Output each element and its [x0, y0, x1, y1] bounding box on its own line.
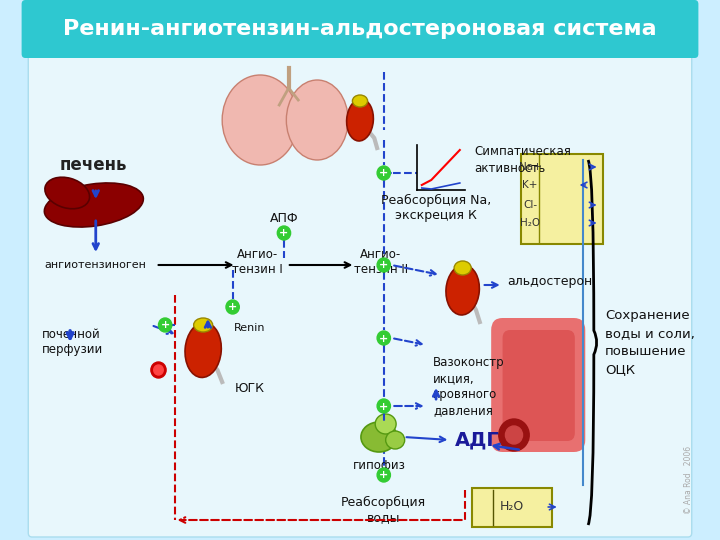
Circle shape [226, 300, 239, 314]
Ellipse shape [375, 414, 396, 434]
Circle shape [154, 365, 163, 375]
Text: Реабсорбция
воды: Реабсорбция воды [341, 496, 426, 524]
Text: +: + [379, 334, 388, 343]
Text: почечной
перфузии: почечной перфузии [42, 328, 103, 356]
Circle shape [277, 226, 291, 240]
Circle shape [158, 318, 172, 332]
Circle shape [377, 166, 390, 180]
Circle shape [377, 468, 390, 482]
Ellipse shape [287, 80, 348, 160]
Text: Сохранение
воды и соли,
повышение
ОЦК: Сохранение воды и соли, повышение ОЦК [606, 309, 695, 376]
Text: © Ana Rod   2006: © Ana Rod 2006 [684, 446, 693, 514]
Text: +: + [379, 402, 388, 411]
FancyBboxPatch shape [472, 488, 552, 527]
Text: Cl-: Cl- [523, 200, 537, 210]
Text: Renin: Renin [233, 323, 265, 333]
Ellipse shape [446, 265, 480, 315]
FancyBboxPatch shape [503, 330, 575, 441]
Text: Ангио-
тензин II: Ангио- тензин II [354, 248, 408, 276]
Text: H₂O: H₂O [520, 218, 540, 228]
Text: АДГ: АДГ [455, 430, 500, 449]
Ellipse shape [194, 318, 212, 332]
FancyBboxPatch shape [491, 318, 585, 452]
Circle shape [377, 399, 390, 413]
Ellipse shape [45, 183, 143, 227]
Text: +: + [379, 260, 388, 271]
Text: H₂O: H₂O [500, 501, 524, 514]
Ellipse shape [45, 177, 89, 209]
Text: +: + [379, 168, 388, 179]
FancyBboxPatch shape [28, 53, 692, 537]
Text: Ангио-
тензин I: Ангио- тензин I [232, 248, 283, 276]
Ellipse shape [346, 99, 374, 141]
Text: печень: печень [60, 156, 127, 174]
Ellipse shape [386, 431, 405, 449]
Text: Ренин-ангиотензин-альдостероновая система: Ренин-ангиотензин-альдостероновая систем… [63, 19, 657, 39]
Text: Вазоконстр
икция,
кровяного
давления: Вазоконстр икция, кровяного давления [433, 356, 505, 417]
Ellipse shape [361, 422, 397, 452]
Text: +: + [228, 302, 238, 313]
Circle shape [499, 419, 529, 451]
Ellipse shape [222, 75, 298, 165]
Text: Симпатическая
активность: Симпатическая активность [474, 145, 571, 175]
Text: Na+: Na+ [519, 162, 541, 172]
FancyBboxPatch shape [22, 0, 698, 58]
Circle shape [505, 426, 523, 444]
Circle shape [377, 258, 390, 272]
Text: Реабсорбция Na,
экскреция К: Реабсорбция Na, экскреция К [381, 194, 491, 222]
Text: ангиотензиноген: ангиотензиноген [45, 260, 147, 270]
Text: альдостерон: альдостерон [508, 275, 593, 288]
Ellipse shape [454, 261, 471, 275]
Circle shape [377, 331, 390, 345]
FancyBboxPatch shape [521, 154, 603, 244]
Text: K+: K+ [523, 180, 538, 190]
Text: +: + [161, 321, 170, 330]
Text: гипофиз: гипофиз [353, 458, 405, 471]
Text: +: + [279, 228, 289, 239]
Text: +: + [379, 470, 388, 481]
Ellipse shape [185, 322, 221, 377]
Ellipse shape [352, 95, 368, 107]
Circle shape [151, 362, 166, 378]
Text: АПФ: АПФ [270, 212, 298, 225]
Text: ЮГК: ЮГК [235, 381, 264, 395]
